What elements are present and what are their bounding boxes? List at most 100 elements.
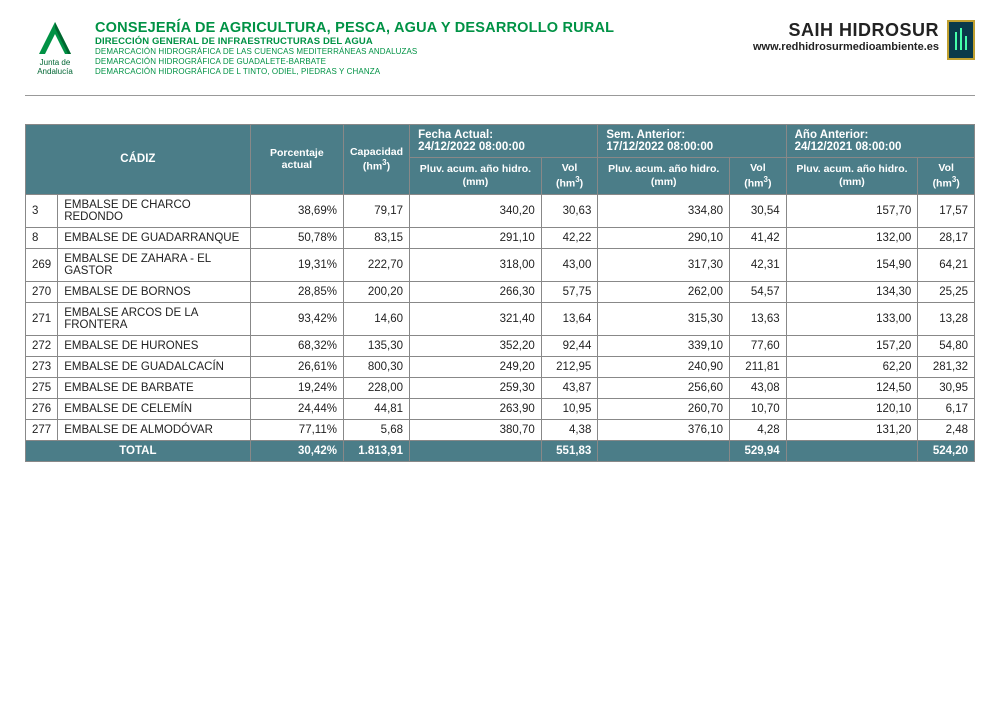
org-subtitle: DIRECCIÓN GENERAL DE INFRAESTRUCTURAS DE… bbox=[95, 36, 614, 47]
cell-id: 271 bbox=[26, 302, 58, 335]
cell-cap: 800,30 bbox=[343, 356, 409, 377]
saih-block: SAIH HIDROSUR www.redhidrosurmedioambien… bbox=[753, 20, 939, 53]
group-sem-date: 17/12/2022 08:00:00 bbox=[606, 141, 779, 153]
cell-vol-y: 64,21 bbox=[918, 248, 975, 281]
page-header: Junta de Andalucía CONSEJERÍA DE AGRICUL… bbox=[25, 20, 975, 87]
cell-pluv-s: 262,00 bbox=[598, 281, 730, 302]
group-ano-date: 24/12/2021 08:00:00 bbox=[795, 141, 968, 153]
cell-vol-y: 17,57 bbox=[918, 194, 975, 227]
cell-name: EMBALSE DE GUADARRANQUE bbox=[58, 227, 251, 248]
cell-vol-y: 25,25 bbox=[918, 281, 975, 302]
cell-pct: 26,61% bbox=[250, 356, 343, 377]
andalucia-a-icon bbox=[33, 20, 77, 56]
cell-pluv-s: 339,10 bbox=[598, 335, 730, 356]
col-pluv-s: Pluv. acum. año hidro. (mm) bbox=[598, 158, 730, 195]
col-vol-s: Vol (hm3) bbox=[730, 158, 787, 195]
saih-title: SAIH HIDROSUR bbox=[753, 20, 939, 41]
group-actual: Fecha Actual: 24/12/2022 08:00:00 bbox=[410, 125, 598, 158]
cell-vol-a: 10,95 bbox=[541, 398, 598, 419]
cell-pluv-y: 133,00 bbox=[786, 302, 918, 335]
cell-pluv-a: 340,20 bbox=[410, 194, 542, 227]
cell-vol-a: 212,95 bbox=[541, 356, 598, 377]
table-body: 3EMBALSE DE CHARCO REDONDO38,69%79,17340… bbox=[26, 194, 975, 440]
cell-name: EMBALSE DE CELEMÍN bbox=[58, 398, 251, 419]
cell-pluv-s: 260,70 bbox=[598, 398, 730, 419]
col-cap-l1: Capacidad bbox=[350, 146, 403, 159]
cell-vol-a: 30,63 bbox=[541, 194, 598, 227]
org-title: CONSEJERÍA DE AGRICULTURA, PESCA, AGUA Y… bbox=[95, 20, 614, 36]
cell-pluv-a: 263,90 bbox=[410, 398, 542, 419]
total-vol-a: 551,83 bbox=[541, 440, 598, 461]
col-province: CÁDIZ bbox=[26, 125, 251, 195]
saih-url: www.redhidrosurmedioambiente.es bbox=[753, 41, 939, 53]
cell-pct: 50,78% bbox=[250, 227, 343, 248]
cell-pct: 24,44% bbox=[250, 398, 343, 419]
cell-vol-s: 54,57 bbox=[730, 281, 787, 302]
col-pluv-a: Pluv. acum. año hidro. (mm) bbox=[410, 158, 542, 195]
cell-vol-a: 92,44 bbox=[541, 335, 598, 356]
cell-vol-y: 28,17 bbox=[918, 227, 975, 248]
table-row: 273EMBALSE DE GUADALCACÍN26,61%800,30249… bbox=[26, 356, 975, 377]
cell-pluv-y: 157,70 bbox=[786, 194, 918, 227]
table-row: 275EMBALSE DE BARBATE19,24%228,00259,304… bbox=[26, 377, 975, 398]
cell-vol-y: 13,28 bbox=[918, 302, 975, 335]
cell-pluv-y: 157,20 bbox=[786, 335, 918, 356]
cell-vol-s: 41,42 bbox=[730, 227, 787, 248]
cell-pluv-s: 290,10 bbox=[598, 227, 730, 248]
cell-id: 273 bbox=[26, 356, 58, 377]
andalucia-logo: Junta de Andalucía bbox=[25, 20, 85, 76]
table-header: CÁDIZ Porcentaje actual Capacidad (hm3) … bbox=[26, 125, 975, 195]
cell-vol-s: 77,60 bbox=[730, 335, 787, 356]
cell-vol-y: 30,95 bbox=[918, 377, 975, 398]
cell-pluv-a: 291,10 bbox=[410, 227, 542, 248]
cell-vol-a: 13,64 bbox=[541, 302, 598, 335]
total-pluv-y-empty bbox=[786, 440, 918, 461]
cell-cap: 79,17 bbox=[343, 194, 409, 227]
cell-pluv-y: 132,00 bbox=[786, 227, 918, 248]
col-vol-a: Vol (hm3) bbox=[541, 158, 598, 195]
col-cap: Capacidad (hm3) bbox=[343, 125, 409, 195]
col-cap-l2: (hm3) bbox=[350, 158, 403, 173]
cell-id: 8 bbox=[26, 227, 58, 248]
cell-pluv-y: 124,50 bbox=[786, 377, 918, 398]
cell-pluv-a: 266,30 bbox=[410, 281, 542, 302]
col-pct: Porcentaje actual bbox=[250, 125, 343, 195]
col-pluv-y: Pluv. acum. año hidro. (mm) bbox=[786, 158, 918, 195]
cell-pluv-y: 154,90 bbox=[786, 248, 918, 281]
header-left: Junta de Andalucía CONSEJERÍA DE AGRICUL… bbox=[25, 20, 614, 77]
cell-pct: 93,42% bbox=[250, 302, 343, 335]
cell-cap: 200,20 bbox=[343, 281, 409, 302]
cell-pluv-a: 318,00 bbox=[410, 248, 542, 281]
cell-cap: 44,81 bbox=[343, 398, 409, 419]
cell-pluv-s: 256,60 bbox=[598, 377, 730, 398]
cell-cap: 228,00 bbox=[343, 377, 409, 398]
group-sem: Sem. Anterior: 17/12/2022 08:00:00 bbox=[598, 125, 786, 158]
table-row: 269EMBALSE DE ZAHARA - EL GASTOR19,31%22… bbox=[26, 248, 975, 281]
cell-vol-a: 57,75 bbox=[541, 281, 598, 302]
group-ano: Año Anterior: 24/12/2021 08:00:00 bbox=[786, 125, 974, 158]
header-right: SAIH HIDROSUR www.redhidrosurmedioambien… bbox=[753, 20, 975, 60]
cell-id: 270 bbox=[26, 281, 58, 302]
cell-id: 276 bbox=[26, 398, 58, 419]
total-vol-y: 524,20 bbox=[918, 440, 975, 461]
cell-id: 275 bbox=[26, 377, 58, 398]
cell-vol-s: 211,81 bbox=[730, 356, 787, 377]
total-row: TOTAL 30,42% 1.813,91 551,83 529,94 524,… bbox=[26, 440, 975, 461]
cell-name: EMBALSE ARCOS DE LA FRONTERA bbox=[58, 302, 251, 335]
cell-name: EMBALSE DE GUADALCACÍN bbox=[58, 356, 251, 377]
cell-vol-s: 30,54 bbox=[730, 194, 787, 227]
cell-pct: 77,11% bbox=[250, 419, 343, 440]
org-line-2: DEMARCACIÓN HIDROGRÁFICA DE GUADALETE-BA… bbox=[95, 57, 614, 67]
cell-vol-s: 13,63 bbox=[730, 302, 787, 335]
table-row: 272EMBALSE DE HURONES68,32%135,30352,209… bbox=[26, 335, 975, 356]
cell-vol-s: 43,08 bbox=[730, 377, 787, 398]
total-pluv-a-empty bbox=[410, 440, 542, 461]
cell-pluv-a: 259,30 bbox=[410, 377, 542, 398]
header-divider bbox=[25, 95, 975, 96]
cell-id: 269 bbox=[26, 248, 58, 281]
cell-pct: 38,69% bbox=[250, 194, 343, 227]
table-row: 8EMBALSE DE GUADARRANQUE50,78%83,15291,1… bbox=[26, 227, 975, 248]
cell-name: EMBALSE DE BARBATE bbox=[58, 377, 251, 398]
cell-cap: 135,30 bbox=[343, 335, 409, 356]
cell-pluv-y: 120,10 bbox=[786, 398, 918, 419]
